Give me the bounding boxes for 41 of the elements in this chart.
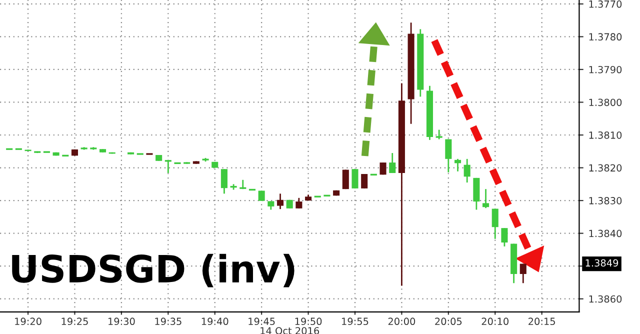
text: USDSGD (inv) [12,254,294,288]
y-tick-label: 1.3790 [589,66,622,74]
y-tick-label: 1.3780 [589,33,622,41]
candlestick [380,162,386,176]
x-tick-label: 19:20 [15,318,42,326]
x-tick-label: 19:45 [248,318,275,326]
candlestick [296,197,302,210]
x-tick-label: 19:30 [108,318,135,326]
x-tick-label: 19:35 [155,318,182,326]
x-tick-label: 20:05 [435,318,462,326]
candlestick [492,208,498,240]
x-axis-title: 14 Oct 2016 [260,327,320,334]
y-tick-label: 1.3810 [589,131,622,139]
x-tick-label: 20:00 [388,318,416,326]
candlestick [473,177,480,210]
candlestick [352,168,358,190]
candlestick [342,169,349,190]
x-tick-label: 19:40 [202,318,228,326]
x-tick-label: 20:10 [482,318,508,326]
candlestick [220,168,228,194]
x-tick-label: 20:15 [528,318,555,326]
text: 1.3849 [586,259,618,267]
candlestick [258,190,265,202]
candlestick [276,192,284,210]
candlestick [454,158,462,172]
candlestick [520,263,526,284]
y-tick-label: 1.3860 [589,295,622,303]
candlestick [389,152,396,174]
x-tick-label: 19:25 [62,318,88,326]
x-tick-label: 19:55 [342,318,368,326]
y-tick-label: 1.3840 [589,230,622,238]
y-tick-label: 1.3820 [589,164,622,172]
x-tick-label: 19:50 [295,318,322,326]
candlestick [482,188,490,209]
y-tick-label: 1.3800 [589,98,622,106]
y-tick-label: 1.3770 [589,0,622,8]
candlestick [361,173,368,190]
candlestick [445,138,452,174]
y-tick-label: 1.3830 [589,197,622,204]
candlestick [464,158,470,184]
candlestick [501,227,508,248]
